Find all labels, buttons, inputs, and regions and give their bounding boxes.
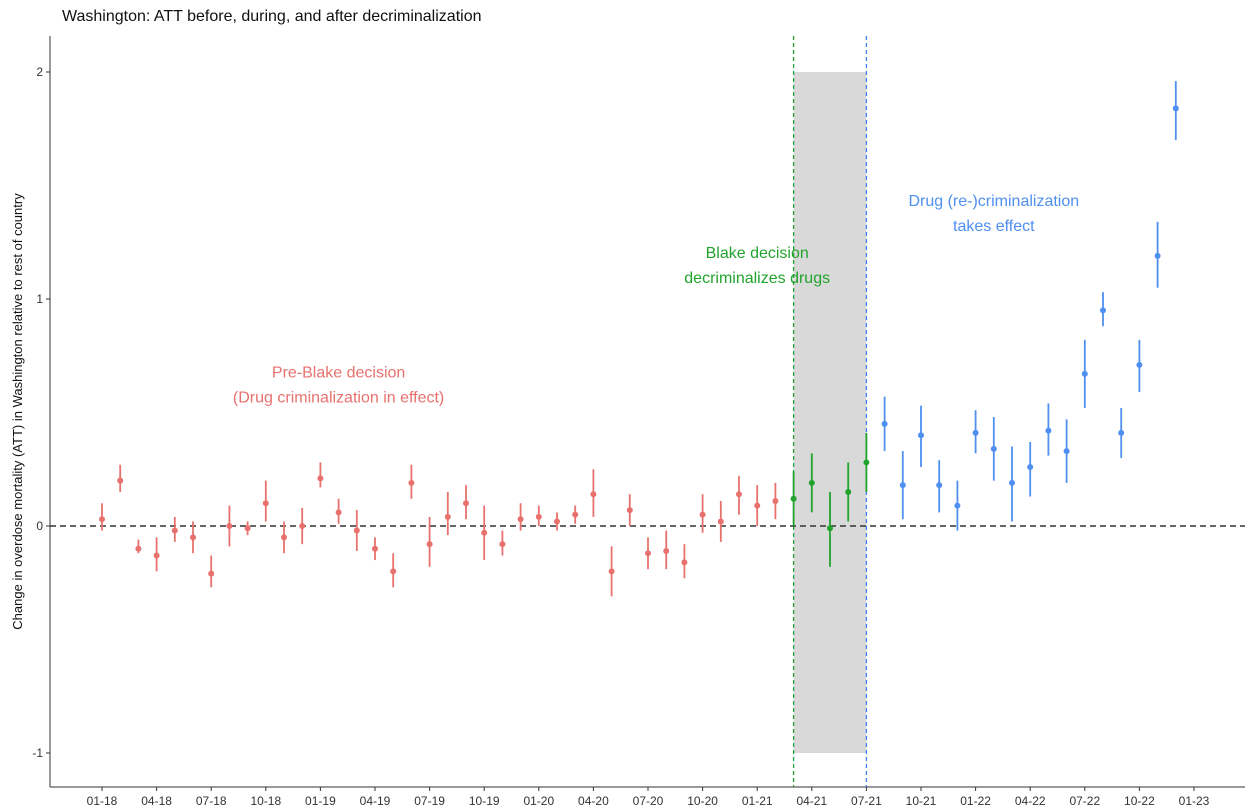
x-tick-label: 07-20: [633, 794, 664, 808]
y-axis-title: Change in overdose mortality (ATT) in Wa…: [10, 193, 25, 630]
data-point: [827, 525, 833, 532]
data-point: [663, 547, 670, 554]
data-point: [990, 445, 997, 452]
data-point: [918, 432, 924, 439]
data-point: [244, 525, 251, 532]
x-tick-label: 01-22: [960, 794, 991, 808]
reference-lines-layer: [50, 36, 1245, 787]
data-point: [262, 500, 269, 507]
data-point: [1063, 448, 1070, 455]
data-point: [681, 559, 688, 566]
data-point: [790, 495, 797, 502]
data-point: [845, 488, 852, 495]
y-tick-label: -1: [32, 746, 43, 760]
data-point: [517, 516, 524, 523]
x-tick-label: 07-22: [1069, 794, 1100, 808]
data-point: [208, 570, 215, 577]
x-tick-label: 10-20: [687, 794, 718, 808]
data-point: [590, 491, 597, 498]
data-point: [117, 477, 124, 484]
data-point: [808, 479, 815, 486]
data-point: [153, 552, 160, 559]
data-point: [1172, 105, 1179, 112]
data-point: [1154, 252, 1161, 259]
x-tick-label: 07-18: [196, 794, 227, 808]
data-point: [171, 527, 178, 534]
data-point: [1136, 361, 1143, 368]
data-point: [99, 516, 105, 523]
data-point: [554, 518, 560, 525]
shaded-region-layer: [793, 72, 867, 753]
data-point: [372, 545, 378, 552]
x-tick-label: 04-22: [1015, 794, 1046, 808]
x-tick-label: 04-18: [141, 794, 172, 808]
x-tick-label: 07-19: [414, 794, 445, 808]
y-tick-label: 2: [36, 65, 43, 79]
data-point: [936, 482, 943, 489]
data-point: [444, 513, 451, 520]
data-point: [699, 511, 706, 518]
data-point: [736, 491, 742, 498]
x-tick-label: 04-21: [796, 794, 827, 808]
data-point: [1081, 370, 1088, 377]
data-point: [608, 568, 615, 575]
data-point: [863, 459, 870, 466]
x-tick-label: 10-22: [1124, 794, 1155, 808]
data-point: [972, 429, 979, 436]
annotation-layer: Pre-Blake decision (Drug criminalization …: [233, 193, 1079, 406]
data-point: [535, 513, 542, 520]
axes-layer: -1 0 1 2 01-18 04-18 07-18 10-18 01-19 04-19 07-19…: [10, 36, 1245, 808]
data-point: [353, 527, 360, 534]
x-tick-label: 10-18: [250, 794, 281, 808]
x-tick-label: 01-21: [742, 794, 773, 808]
data-point: [1009, 479, 1015, 486]
x-tick-label: 01-19: [305, 794, 336, 808]
x-tick-label: 10-21: [906, 794, 937, 808]
data-point: [190, 534, 196, 541]
data-point: [426, 541, 433, 548]
data-point: [299, 523, 306, 529]
annotation-label: Blake decision decriminalizes drugs: [684, 245, 830, 287]
x-tick-label: 10-19: [469, 794, 500, 808]
data-point: [626, 507, 633, 514]
x-tick-label: 07-21: [851, 794, 882, 808]
x-tick-label: 04-20: [578, 794, 609, 808]
data-point: [1027, 463, 1034, 470]
x-tick-label: 04-19: [360, 794, 391, 808]
data-point: [335, 509, 342, 516]
y-tick-label: 1: [36, 292, 43, 306]
data-point: [954, 502, 961, 509]
data-point: [1100, 307, 1106, 314]
data-point: [499, 541, 506, 548]
data-point: [881, 420, 888, 427]
y-tick-label: 0: [36, 519, 43, 533]
data-marks-layer: [99, 81, 1179, 597]
chart-title: Washington: ATT before, during, and afte…: [62, 8, 482, 25]
data-point: [390, 568, 397, 575]
data-point: [281, 534, 287, 541]
data-point: [717, 518, 724, 525]
data-point: [317, 475, 324, 482]
annotation-label: Pre-Blake decision (Drug criminalization …: [233, 364, 444, 406]
data-point: [135, 545, 142, 552]
data-point: [754, 502, 761, 509]
data-point: [572, 511, 579, 518]
data-point: [1045, 427, 1052, 434]
shaded-region: [793, 72, 867, 753]
data-point: [1118, 429, 1125, 436]
x-tick-label: 01-20: [523, 794, 554, 808]
data-point: [481, 529, 488, 536]
x-tick-label: 01-23: [1179, 794, 1210, 808]
x-tick-label: 01-18: [87, 794, 118, 808]
data-point: [226, 523, 233, 529]
data-point: [463, 500, 469, 507]
data-point: [408, 479, 415, 486]
annotation-label: Drug (re-)criminalization takes effect: [908, 193, 1079, 235]
data-point: [645, 550, 651, 557]
data-point: [899, 482, 906, 489]
data-point: [772, 498, 779, 505]
